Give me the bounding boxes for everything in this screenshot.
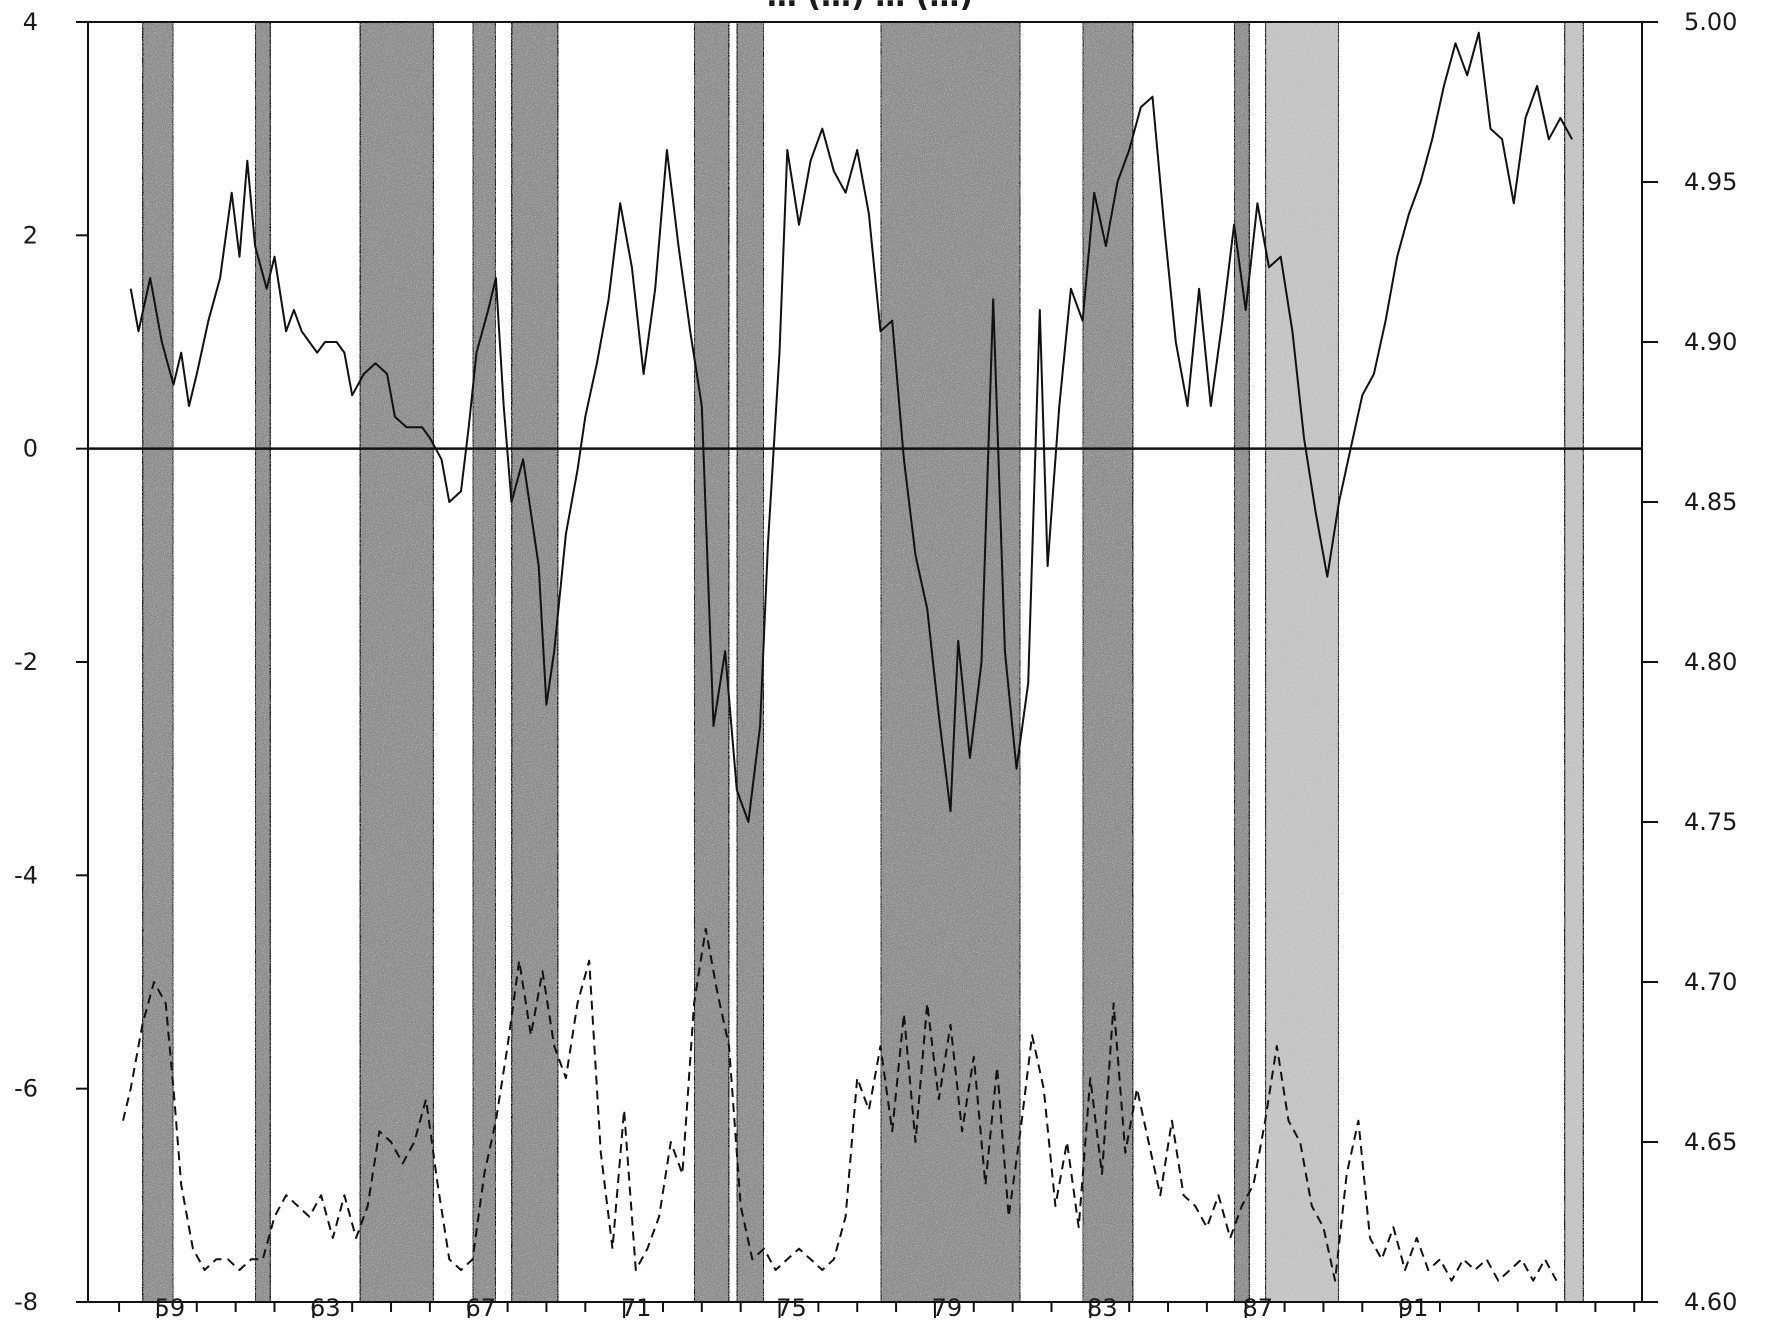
shaded-band-11: [1264, 21, 1340, 1303]
x-tick-label: 63: [310, 1294, 341, 1321]
right-tick-label: 4.60: [1684, 1288, 1737, 1316]
right-tick-label: 4.70: [1684, 968, 1737, 996]
left-y-axis: 4 2 0 -2 -4 -6 -8: [14, 8, 88, 1316]
left-tick-label: -2: [14, 648, 38, 676]
shaded-bands: [141, 21, 1585, 1303]
left-tick-label: -6: [14, 1075, 38, 1103]
x-tick-label: 79: [932, 1294, 963, 1321]
x-tick-label: 59: [155, 1294, 186, 1321]
x-tick-label: 67: [465, 1294, 496, 1321]
x-tick-label: 75: [776, 1294, 807, 1321]
shaded-band-12: [1563, 21, 1585, 1303]
shaded-band-3: [358, 21, 435, 1303]
right-tick-label: 5.00: [1684, 8, 1737, 36]
right-tick-label: 4.85: [1684, 488, 1737, 516]
right-tick-label: 4.65: [1684, 1128, 1737, 1156]
x-tick-label: 91: [1398, 1294, 1429, 1321]
shaded-band-7: [735, 21, 765, 1303]
right-tick-label: 4.75: [1684, 808, 1737, 836]
series-line-2-dashed: [122, 927, 1558, 1282]
shaded-band-4: [471, 21, 497, 1303]
x-tick-label: 83: [1087, 1294, 1118, 1321]
shaded-band-2: [254, 21, 272, 1303]
left-tick-label: -8: [14, 1288, 38, 1316]
x-tick-label: 71: [621, 1294, 652, 1321]
shaded-band-1: [141, 21, 175, 1303]
left-tick-label: 4: [23, 8, 38, 36]
left-tick-label: -4: [14, 861, 38, 889]
left-tick-label: 0: [23, 435, 38, 463]
right-y-axis: 5.00 4.95 4.90 4.85 4.80 4.75 4.70 4.65 4.60: [1642, 8, 1737, 1316]
right-tick-label: 4.90: [1684, 328, 1737, 356]
series-lines: [122, 31, 1573, 1282]
shaded-band-9: [1081, 21, 1135, 1303]
chart-title: … (…) … (…): [767, 0, 973, 14]
series-line-1-solid: [129, 31, 1573, 823]
shaded-band-5: [510, 21, 560, 1303]
shaded-band-10: [1233, 21, 1251, 1303]
right-tick-label: 4.80: [1684, 648, 1737, 676]
right-tick-label: 4.95: [1684, 168, 1737, 196]
x-tick-label: 87: [1242, 1294, 1273, 1321]
left-tick-label: 2: [23, 221, 38, 249]
x-axis: 59 63 67 71 75 79 83 87 91: [118, 1294, 1636, 1321]
shaded-band-8: [879, 21, 1022, 1303]
